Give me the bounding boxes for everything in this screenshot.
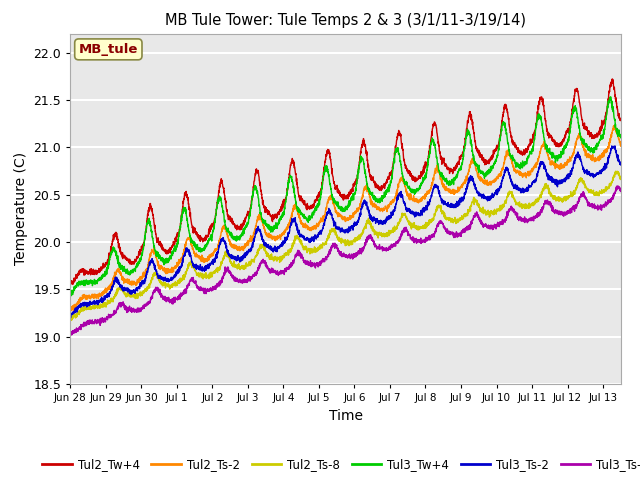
Tul2_Tw+4 (606, 84, 614, 90)
Tul3_Ts-8 (67, 332, 74, 338)
Tul3_Tw+4 (129, 267, 137, 273)
Tul3_Ts-2 (162, 277, 170, 283)
Line: Tul2_Tw+4: Tul2_Tw+4 (70, 79, 621, 284)
Tul2_Tw+4 (67, 281, 74, 287)
Tul2_Ts-2 (67, 310, 74, 315)
Tul2_Ts-8 (129, 293, 137, 299)
Tul3_Tw+4 (67, 290, 74, 296)
Tul3_Ts-8 (129, 306, 137, 312)
Text: MB_tule: MB_tule (79, 43, 138, 56)
Tul2_Tw+4 (547, 133, 555, 139)
Tul2_Tw+4 (162, 248, 170, 253)
Line: Tul3_Tw+4: Tul3_Tw+4 (70, 97, 621, 296)
Tul2_Ts-2 (129, 282, 137, 288)
Tul2_Tw+4 (129, 260, 137, 266)
Tul2_Ts-8 (162, 282, 170, 288)
Tul3_Tw+4 (278, 214, 285, 220)
Tul3_Tw+4 (607, 94, 614, 100)
X-axis label: Time: Time (328, 408, 363, 422)
Tul2_Tw+4 (609, 76, 616, 82)
Tul2_Ts-8 (278, 254, 285, 260)
Tul3_Ts-8 (301, 261, 309, 267)
Tul3_Ts-2 (278, 241, 285, 247)
Tul2_Ts-2 (606, 140, 614, 145)
Tul2_Ts-2 (278, 232, 285, 238)
Tul2_Ts-8 (612, 168, 620, 174)
Y-axis label: Temperature (C): Temperature (C) (14, 152, 28, 265)
Tul3_Ts-8 (162, 296, 170, 301)
Tul2_Ts-2 (617, 144, 625, 149)
Tul3_Tw+4 (301, 216, 309, 221)
Tul2_Ts-2 (162, 267, 170, 273)
Line: Tul3_Ts-8: Tul3_Ts-8 (70, 186, 621, 335)
Tul3_Tw+4 (547, 151, 555, 156)
Tul2_Ts-8 (606, 181, 614, 187)
Tul3_Ts-2 (67, 315, 74, 321)
Tul3_Ts-2 (611, 143, 619, 149)
Tul3_Tw+4 (606, 96, 614, 101)
Tul3_Ts-2 (67, 312, 74, 317)
Tul2_Ts-8 (617, 175, 625, 181)
Tul3_Ts-8 (278, 270, 285, 276)
Tul3_Ts-2 (301, 236, 309, 241)
Tul2_Ts-8 (67, 318, 74, 324)
Tul2_Tw+4 (301, 203, 309, 208)
Tul2_Ts-8 (301, 247, 309, 252)
Tul3_Ts-2 (606, 150, 614, 156)
Line: Tul2_Ts-2: Tul2_Ts-2 (70, 126, 621, 312)
Tul2_Tw+4 (278, 208, 285, 214)
Line: Tul2_Ts-8: Tul2_Ts-8 (70, 171, 621, 321)
Tul3_Ts-2 (547, 175, 555, 180)
Tul3_Tw+4 (67, 293, 75, 299)
Tul2_Ts-2 (301, 220, 309, 226)
Tul3_Ts-8 (547, 202, 554, 207)
Tul2_Tw+4 (617, 116, 625, 122)
Tul3_Ts-2 (129, 287, 137, 293)
Tul2_Ts-2 (610, 123, 618, 129)
Tul2_Tw+4 (67, 281, 74, 287)
Line: Tul3_Ts-2: Tul3_Ts-2 (70, 146, 621, 318)
Tul2_Ts-2 (547, 160, 554, 166)
Title: MB Tule Tower: Tule Temps 2 & 3 (3/1/11-3/19/14): MB Tule Tower: Tule Temps 2 & 3 (3/1/11-… (165, 13, 526, 28)
Tul3_Tw+4 (162, 256, 170, 262)
Tul2_Ts-8 (547, 191, 554, 196)
Legend: Tul2_Tw+4, Tul2_Ts-2, Tul2_Ts-8, Tul3_Tw+4, Tul3_Ts-2, Tul3_Ts-8: Tul2_Tw+4, Tul2_Ts-2, Tul2_Ts-8, Tul3_Tw… (37, 454, 640, 476)
Tul3_Ts-2 (617, 161, 625, 167)
Tul3_Ts-8 (606, 197, 614, 203)
Tul3_Tw+4 (617, 135, 625, 141)
Tul3_Ts-8 (617, 186, 625, 192)
Tul3_Ts-8 (614, 183, 622, 189)
